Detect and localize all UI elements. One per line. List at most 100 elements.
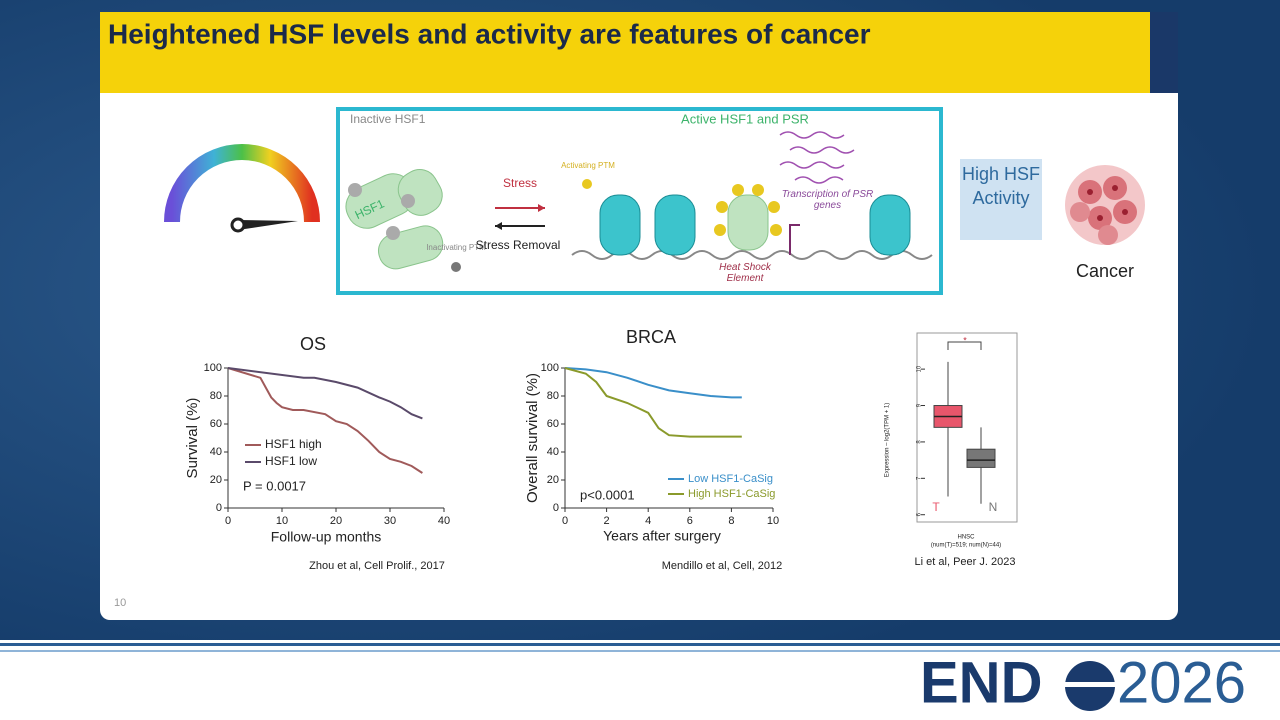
y-tick-label: 80 <box>210 390 222 402</box>
y-tick-label: 40 <box>210 446 222 458</box>
x-tick-label: 0 <box>225 515 231 527</box>
x-tick-label: 8 <box>728 515 734 527</box>
title: Heightened HSF levels and activity are f… <box>108 18 871 49</box>
footer-line <box>0 650 1280 652</box>
nucleosome <box>654 194 696 256</box>
citation: Li et al, Peer J. 2023 <box>915 556 1016 568</box>
x-tick-label: 2 <box>604 515 610 527</box>
transcripts <box>779 131 855 184</box>
survival-curve <box>564 367 742 399</box>
gauge-needle <box>238 220 298 230</box>
y-tick-label: 6 <box>917 512 923 516</box>
legend-label: HSF1 low <box>265 454 317 468</box>
survival-curve <box>227 367 423 420</box>
transcription-box: Transcription of PSR genes <box>781 189 874 211</box>
stress-label: Stress <box>503 176 537 190</box>
y-axis-label: Survival (%) <box>184 398 201 479</box>
x-tick-label: 40 <box>438 515 450 527</box>
gauge-hub <box>230 217 246 233</box>
box <box>966 448 996 468</box>
x-tick-label: 30 <box>384 515 396 527</box>
hse-label: Heat Shock Element <box>719 262 771 284</box>
diagram-frame <box>336 107 943 295</box>
logo-stripe <box>1062 682 1118 687</box>
group-label: T <box>932 500 940 514</box>
survival-curve <box>227 367 423 474</box>
activity-box <box>960 159 1042 240</box>
x-tick-label: 4 <box>645 515 651 527</box>
diagram-label: Inactive HSF1 <box>350 112 426 126</box>
nucleosomes <box>599 194 911 256</box>
nucleosome <box>599 194 641 256</box>
annotation: p<0.0001 <box>580 487 635 502</box>
slide-panel <box>100 12 1178 620</box>
header-bar <box>100 12 1150 93</box>
y-tick-label: 100 <box>541 362 559 374</box>
arrow-head <box>538 204 545 212</box>
y-tick-label: 60 <box>547 418 559 430</box>
logo-left: END <box>920 650 1042 715</box>
y-tick-label: 80 <box>547 390 559 402</box>
ptm <box>582 179 592 189</box>
ptm-label: Activating PTM <box>561 161 615 170</box>
x-axis-label: Follow-up months <box>271 529 382 545</box>
chart-subtitle: (num(T)=519; num(N)=44) <box>931 543 1001 549</box>
y-tick-label: 20 <box>547 474 559 486</box>
y-tick-label: 0 <box>553 502 559 514</box>
significance-bracket <box>947 341 982 350</box>
ptm <box>386 226 400 240</box>
y-tick-label: 100 <box>204 362 222 374</box>
box-frame <box>916 332 1018 523</box>
citation: Zhou et al, Cell Prolif., 2017 <box>309 560 445 572</box>
page-number: 10 <box>114 597 126 609</box>
group-label: N <box>989 500 998 514</box>
x-axis-label: Years after surgery <box>603 528 721 544</box>
chart-title: BRCA <box>626 327 676 347</box>
ptm <box>401 194 415 208</box>
survival-curve <box>564 367 742 438</box>
y-tick-label: 20 <box>210 474 222 486</box>
x-tick-label: 20 <box>330 515 342 527</box>
cancer-label: Cancer <box>1076 261 1134 281</box>
y-tick-label: 9 <box>917 403 923 407</box>
activity-text-box: High HSF Activity <box>961 164 1041 208</box>
ptm <box>348 183 362 197</box>
y-axis-label: Expression – log2(TPM + 1) <box>885 403 891 478</box>
x-tick-label: 0 <box>562 515 568 527</box>
tss-arrow <box>789 224 800 255</box>
activity-label: High HSF Activity <box>961 164 1041 208</box>
y-tick-label: 40 <box>547 446 559 458</box>
header-accent <box>1150 12 1178 93</box>
legend-label: Low HSF1-CaSig <box>688 473 773 485</box>
y-tick-label: 7 <box>917 476 923 480</box>
logo-right: 2026 <box>1117 650 1246 715</box>
footer-line <box>0 643 1280 646</box>
hse-box: Heat Shock Element <box>719 262 771 284</box>
y-tick-label: 8 <box>917 440 923 444</box>
significance: * <box>963 335 967 345</box>
y-tick-label: 10 <box>917 365 923 372</box>
ptm-cluster <box>714 184 782 236</box>
diagram-label: Active HSF1 and PSR <box>681 111 809 126</box>
annotation: P = 0.0017 <box>243 478 306 493</box>
ptm-label: Inactivating PTM <box>426 243 486 252</box>
x-tick-label: 6 <box>687 515 693 527</box>
transcription-label: Transcription of PSR genes <box>781 189 874 211</box>
legend-label: HSF1 high <box>265 437 322 451</box>
chart-title: OS <box>300 334 326 354</box>
ptm <box>451 262 461 272</box>
arrow-head <box>495 222 502 230</box>
stress-removal-label: Stress Removal <box>476 238 561 252</box>
y-tick-label: 60 <box>210 418 222 430</box>
active-hsf1 <box>727 194 769 251</box>
y-axis-label: Overall survival (%) <box>524 373 541 503</box>
x-tick-label: 10 <box>276 515 288 527</box>
cancer-cells <box>1065 165 1145 245</box>
gauge <box>164 144 320 223</box>
legend-label: High HSF1-CaSig <box>688 488 775 500</box>
nucleosome <box>869 194 911 256</box>
y-tick-label: 0 <box>216 502 222 514</box>
x-tick-label: 10 <box>767 515 779 527</box>
